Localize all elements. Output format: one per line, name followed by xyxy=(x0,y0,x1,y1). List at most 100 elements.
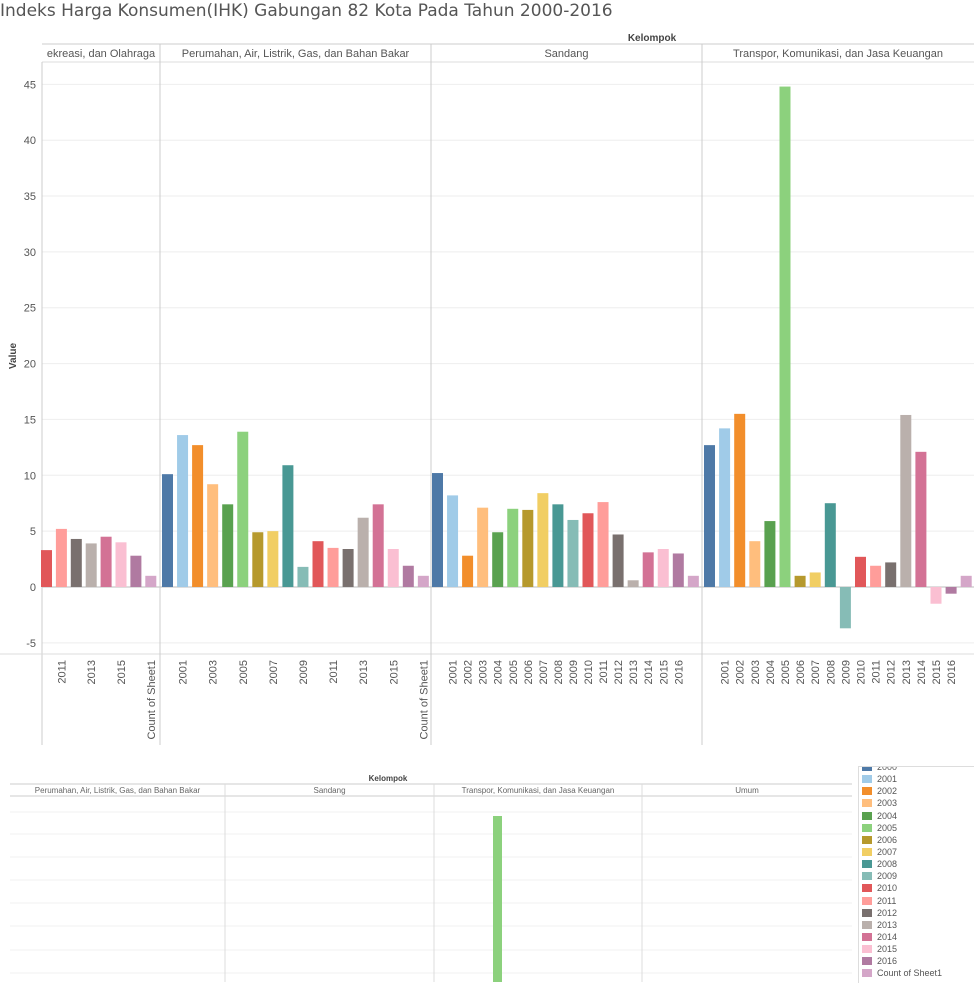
legend-item-2003[interactable]: 2003 xyxy=(859,797,974,809)
bar-perumahan-2009[interactable] xyxy=(297,566,309,587)
bar-transpor-2003[interactable] xyxy=(749,541,761,587)
legend-item-2009[interactable]: 2009 xyxy=(859,870,974,882)
bar-transpor-2008[interactable] xyxy=(824,503,836,587)
bar-perumahan-2010[interactable] xyxy=(312,541,324,587)
bar-sandang-2000[interactable] xyxy=(432,473,443,587)
bar-ekreasi-2014[interactable] xyxy=(100,536,112,587)
y-tick-label: 15 xyxy=(24,414,36,426)
bar-sandang-2002[interactable] xyxy=(462,555,474,587)
bar-transpor-2011[interactable] xyxy=(870,565,882,587)
bar-sandang-2011[interactable] xyxy=(597,502,609,587)
bar-sandang-2006[interactable] xyxy=(522,509,534,587)
legend-item-2007[interactable]: 2007 xyxy=(859,846,974,858)
bar-perumahan-2001[interactable] xyxy=(177,435,189,587)
x-tick-label: 2012 xyxy=(886,660,898,684)
legend-item-2004[interactable]: 2004 xyxy=(859,810,974,822)
legend-item-2006[interactable]: 2006 xyxy=(859,834,974,846)
bar-transpor-2002[interactable] xyxy=(734,413,746,587)
x-tick-label: 2006 xyxy=(523,660,535,684)
column-header-kelompok: Kelompok xyxy=(628,33,677,44)
x-tick-label: 2009 xyxy=(298,660,310,684)
bar-ekreasi-2012[interactable] xyxy=(70,538,82,587)
bar-perumahan-2015[interactable] xyxy=(387,549,399,587)
bar-perumahan-2013[interactable] xyxy=(357,517,369,587)
bar-perumahan-2005[interactable] xyxy=(237,431,249,587)
legend-item-2005[interactable]: 2005 xyxy=(859,822,974,834)
legend-item-count-of-sheet1[interactable]: Count of Sheet1 xyxy=(859,967,974,979)
bar-perumahan-2008[interactable] xyxy=(282,465,294,587)
bar-transpor-2012[interactable] xyxy=(885,562,897,587)
bar-ekreasi-2015[interactable] xyxy=(115,542,127,587)
bar-sandang-2010[interactable] xyxy=(582,513,594,587)
bar-sandang-count-of-sheet1[interactable] xyxy=(687,575,699,587)
legend-item-2015[interactable]: 2015 xyxy=(859,943,974,955)
bar-transpor-2007[interactable] xyxy=(809,572,821,587)
legend-item-2016[interactable]: 2016 xyxy=(859,955,974,967)
x-tick-label: 2005 xyxy=(238,660,250,684)
bar-sandang-2007[interactable] xyxy=(537,493,549,587)
bar-ekreasi-2011[interactable] xyxy=(55,528,67,587)
x-tick-label: 2013 xyxy=(901,660,913,684)
bar-sandang-2008[interactable] xyxy=(552,504,564,587)
bar-ekreasi-2013[interactable] xyxy=(85,543,97,587)
bar-sandang-2009[interactable] xyxy=(567,519,579,587)
bar-transpor-2014[interactable] xyxy=(915,451,927,587)
bar-transpor-2013[interactable] xyxy=(900,414,912,587)
bar-perumahan-2014[interactable] xyxy=(372,504,384,587)
bar-ekreasi-count-of-sheet1[interactable] xyxy=(145,575,157,587)
bar-sandang-2013[interactable] xyxy=(627,580,639,587)
x-tick-label: 2004 xyxy=(765,660,777,684)
legend-item-2013[interactable]: 2013 xyxy=(859,919,974,931)
legend-label: 2006 xyxy=(877,834,898,845)
bar-ekreasi-2016[interactable] xyxy=(130,555,142,587)
legend-item-2000[interactable]: 2000 xyxy=(859,767,974,773)
legend-item-2011[interactable]: 2011 xyxy=(859,895,974,907)
bar-sandang-2005[interactable] xyxy=(507,508,519,587)
bar-perumahan-2000[interactable] xyxy=(162,474,173,587)
bar-perumahan-2016[interactable] xyxy=(402,565,414,587)
bar-transpor-2016[interactable] xyxy=(945,586,957,594)
bar-perumahan-2012[interactable] xyxy=(342,549,354,587)
legend-swatch xyxy=(862,969,872,978)
legend-swatch xyxy=(862,945,872,954)
mini-pane-header: Transpor, Komunikasi, dan Jasa Keuangan xyxy=(462,786,615,795)
bar-sandang-2012[interactable] xyxy=(612,534,624,587)
legend-item-2010[interactable]: 2010 xyxy=(859,882,974,894)
bar-transpor-2005[interactable] xyxy=(779,86,791,587)
bar-perumahan-2002[interactable] xyxy=(192,445,204,587)
bar-perumahan-2007[interactable] xyxy=(267,531,279,587)
bar-ekreasi-2010[interactable] xyxy=(41,550,52,587)
x-tick-label: 2002 xyxy=(463,660,475,684)
bar-transpor-2004[interactable] xyxy=(764,521,776,587)
bar-perumahan-2006[interactable] xyxy=(252,532,264,587)
bar-sandang-2014[interactable] xyxy=(642,552,654,587)
bar-sandang-2015[interactable] xyxy=(657,549,669,587)
bar-sandang-2004[interactable] xyxy=(492,532,504,587)
legend-item-2002[interactable]: 2002 xyxy=(859,785,974,797)
mini-bar-transpor-2005[interactable] xyxy=(493,816,502,982)
bar-sandang-2016[interactable] xyxy=(672,553,684,587)
bar-transpor-2000[interactable] xyxy=(704,445,715,587)
legend-label: 2004 xyxy=(877,810,898,821)
legend-item-2001[interactable]: 2001 xyxy=(859,773,974,785)
bar-transpor-2010[interactable] xyxy=(855,556,866,587)
x-tick-label: 2007 xyxy=(810,660,822,684)
bar-perumahan-2003[interactable] xyxy=(207,484,219,587)
bar-transpor-2015[interactable] xyxy=(930,586,942,604)
bar-sandang-2003[interactable] xyxy=(477,507,489,587)
legend-label: 2005 xyxy=(877,822,898,833)
y-axis-label: Value xyxy=(8,343,19,370)
legend-item-2014[interactable]: 2014 xyxy=(859,931,974,943)
bar-transpor-2009[interactable] xyxy=(839,586,851,629)
bar-sandang-2001[interactable] xyxy=(447,495,459,587)
x-tick-label: 2014 xyxy=(643,660,655,684)
legend-item-2008[interactable]: 2008 xyxy=(859,858,974,870)
bar-transpor-2001[interactable] xyxy=(719,428,731,587)
bar-transpor-2006[interactable] xyxy=(794,575,806,587)
bar-transpor-count-of-sheet1[interactable] xyxy=(960,575,972,587)
bar-perumahan-count-of-sheet1[interactable] xyxy=(417,575,429,587)
legend-item-2012[interactable]: 2012 xyxy=(859,907,974,919)
bar-perumahan-2011[interactable] xyxy=(327,547,339,587)
x-tick-label: 2013 xyxy=(358,660,370,684)
bar-perumahan-2004[interactable] xyxy=(222,504,234,587)
